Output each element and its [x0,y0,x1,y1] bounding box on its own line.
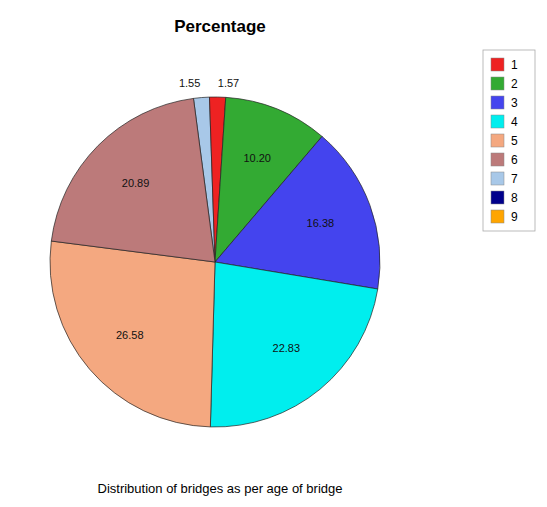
legend-swatch [491,210,504,223]
pie-slice [50,241,215,427]
data-label: 1.57 [218,77,239,89]
data-label: 10.20 [243,152,271,164]
legend-label: 9 [511,210,518,224]
pie-slice [210,262,377,427]
pie-slice [51,98,215,262]
data-label: 1.55 [179,77,200,89]
legend-label: 2 [511,77,518,91]
pie [50,97,380,427]
data-label: 16.38 [307,217,335,229]
legend-label: 5 [511,134,518,148]
title: Percentage [174,17,266,36]
chart: Percentage Distribution of bridges as per… [0,0,547,507]
background [0,0,547,507]
legend-swatch [491,96,504,109]
data-labels: 1.55 1.57 10.20 16.38 22.83 26.58 20.89 [116,77,334,355]
legend-swatch [491,153,504,166]
legend-label: 3 [511,96,518,110]
legend-label: 1 [511,58,518,72]
legend-swatch [491,115,504,128]
data-label: 22.83 [273,342,301,354]
legend-label: 8 [511,191,518,205]
subtitle: Distribution of bridges as per age of br… [98,481,343,496]
legend-swatch [491,191,504,204]
legend-label: 4 [511,115,518,129]
legend-label: 7 [511,172,518,186]
legend: 1 2 3 4 5 6 7 8 9 [483,50,535,231]
legend-swatch [491,134,504,147]
legend-frame [483,50,535,231]
legend-label: 6 [511,153,518,167]
legend-swatch [491,172,504,185]
data-label: 20.89 [122,177,150,189]
data-label: 26.58 [116,329,144,341]
legend-swatch [491,77,504,90]
legend-swatch [491,58,504,71]
